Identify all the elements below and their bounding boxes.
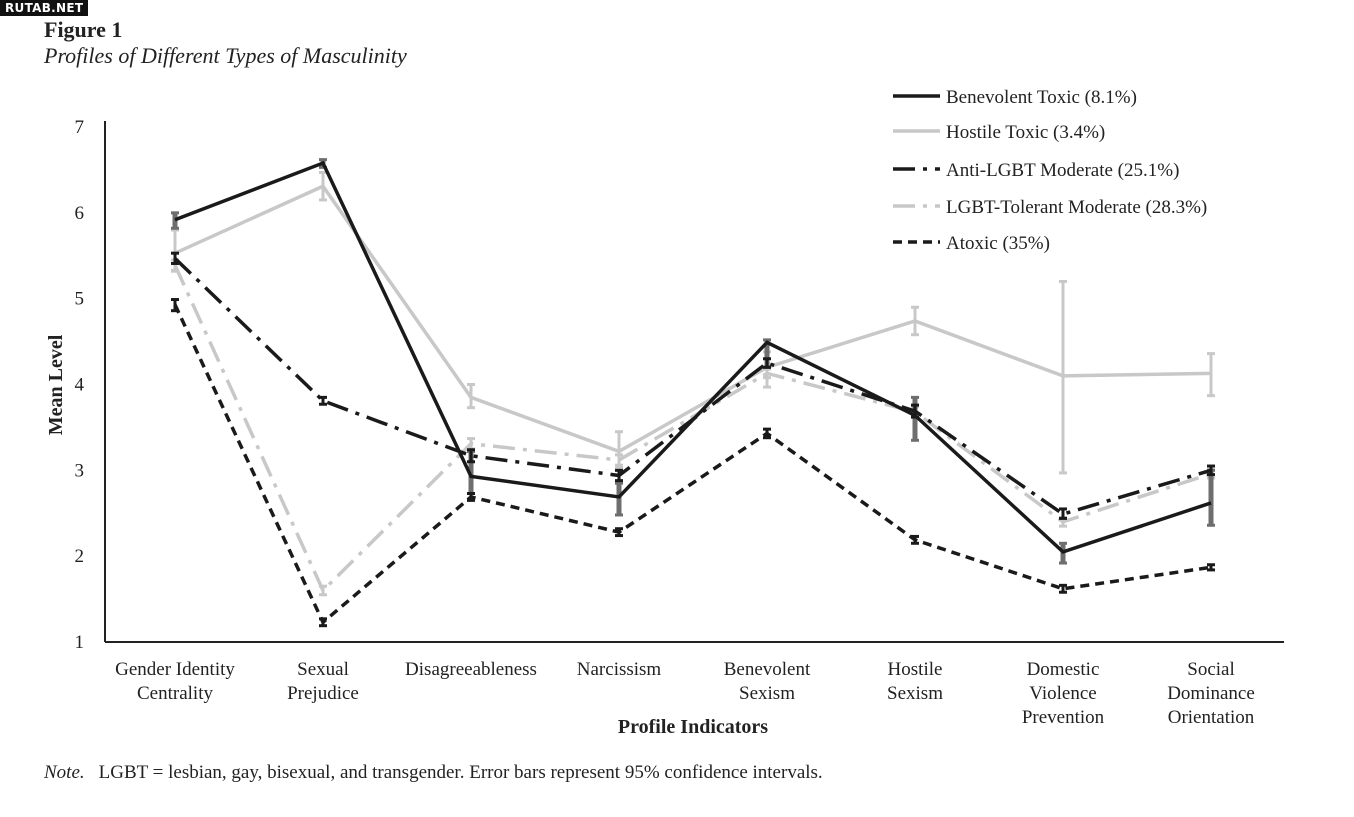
legend: Benevolent Toxic (8.1%) Hostile Toxic (3.… xyxy=(893,87,1207,254)
x-tick-label-line: Disagreeableness xyxy=(405,659,537,680)
legend-label: LGBT-Tolerant Moderate (28.3%) xyxy=(946,197,1207,218)
series-4 xyxy=(171,298,1215,628)
y-tick-label: 2 xyxy=(75,546,85,567)
series-0 xyxy=(171,158,1215,565)
x-tick-label-line: Violence xyxy=(1029,683,1096,704)
series-3 xyxy=(171,258,1215,597)
y-tick-label: 3 xyxy=(75,460,85,481)
x-tick-label-line: Prevention xyxy=(1022,707,1105,728)
x-tick-label-line: Orientation xyxy=(1168,707,1255,728)
series-1 xyxy=(171,170,1215,475)
y-axis-label: Mean Level xyxy=(45,334,67,435)
legend-label: Benevolent Toxic (8.1%) xyxy=(946,87,1137,108)
figure-title: Profiles of Different Types of Masculini… xyxy=(44,43,407,68)
note: Note. LGBT = lesbian, gay, bisexual, and … xyxy=(44,762,823,784)
chart-marks xyxy=(171,158,1215,628)
y-tick-label: 5 xyxy=(75,289,85,310)
x-tick-label: Sexual Prejudice xyxy=(287,659,359,704)
y-tick-label: 6 xyxy=(75,203,85,224)
y-tick-label: 1 xyxy=(75,632,85,653)
x-tick-label: Hostile Sexism xyxy=(887,659,943,704)
series-line xyxy=(173,264,1212,594)
figure-label: Figure 1 xyxy=(44,17,123,42)
x-tick-label-line: Sexism xyxy=(887,683,943,704)
note-label: Note. xyxy=(44,762,85,783)
x-tick-label: Narcissism xyxy=(577,659,662,680)
note-text: LGBT = lesbian, gay, bisexual, and trans… xyxy=(98,762,823,783)
legend-label: Hostile Toxic (3.4%) xyxy=(946,122,1105,143)
x-tick-label: Benevolent Sexism xyxy=(724,659,811,704)
x-tick-label-line: Dominance xyxy=(1167,683,1255,704)
x-tick-label-line: Prejudice xyxy=(287,683,359,704)
x-tick-label-line: Benevolent xyxy=(724,659,811,680)
series-line xyxy=(173,303,1212,626)
x-tick-label-line: Centrality xyxy=(137,683,213,704)
x-tick-label-line: Hostile xyxy=(888,659,943,680)
x-tick-label-line: Sexual xyxy=(297,659,349,680)
watermark: RUTAB.NET xyxy=(0,0,89,16)
x-tick-label: Domestic Violence Prevention xyxy=(1022,659,1105,728)
legend-label: Atoxic (35%) xyxy=(946,233,1050,254)
x-tick-label-line: Gender Identity xyxy=(115,659,235,680)
x-axis-label: Profile Indicators xyxy=(618,716,768,738)
x-tick-label-line: Social xyxy=(1187,659,1235,680)
x-tick-label-line: Narcissism xyxy=(577,659,662,680)
legend-label: Anti-LGBT Moderate (25.1%) xyxy=(946,160,1179,181)
x-tick-label-line: Domestic xyxy=(1027,659,1100,680)
axes: 1 2 3 4 5 6 7 Gender Identity Centrality Sexual Pr… xyxy=(75,117,1284,728)
y-tick-label: 7 xyxy=(75,117,85,138)
x-tick-label-line: Sexism xyxy=(739,683,795,704)
y-tick-label: 4 xyxy=(75,375,85,396)
series-2 xyxy=(171,251,1215,520)
series-line xyxy=(174,160,1212,554)
x-tick-label: Disagreeableness xyxy=(405,659,537,680)
x-tick-label: Social Dominance Orientation xyxy=(1167,659,1255,728)
series-line xyxy=(174,184,1212,454)
series-line xyxy=(173,257,1212,517)
x-tick-label: Gender Identity Centrality xyxy=(115,659,235,704)
